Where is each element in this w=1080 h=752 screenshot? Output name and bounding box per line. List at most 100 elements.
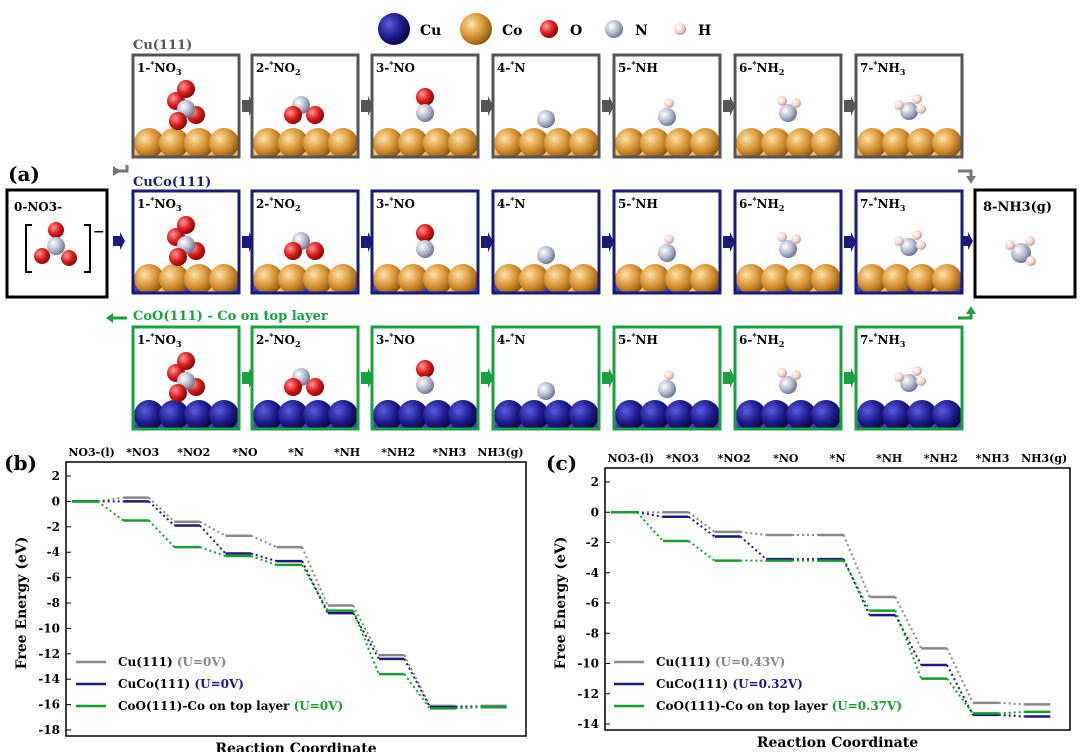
surface-atom bbox=[907, 128, 937, 157]
surface-atom bbox=[303, 400, 333, 429]
step-label: 2-*NO2 bbox=[256, 59, 301, 77]
step-prefix: 1- bbox=[137, 197, 150, 211]
subscript: 3 bbox=[176, 203, 182, 213]
o-atom bbox=[169, 248, 187, 266]
surface-atom bbox=[494, 264, 524, 293]
surface-atom bbox=[134, 128, 164, 157]
slab-group bbox=[614, 98, 720, 157]
surface-atom bbox=[811, 264, 841, 293]
species: NH bbox=[636, 197, 658, 211]
step-label: 1-*NO3 bbox=[137, 195, 182, 213]
slab-group bbox=[372, 224, 478, 293]
slab-group bbox=[252, 368, 358, 429]
surface-atom bbox=[932, 400, 962, 429]
bracket-left bbox=[25, 224, 32, 273]
step-arrow bbox=[361, 232, 373, 252]
n-atom bbox=[658, 108, 676, 126]
surface-atom bbox=[665, 400, 695, 429]
slab-group bbox=[856, 366, 962, 429]
h-atom bbox=[664, 234, 674, 244]
step-arrow bbox=[361, 96, 373, 116]
category-label: *NO3 bbox=[666, 452, 699, 465]
surface-atom bbox=[761, 264, 791, 293]
legend-name: CoO(111)-Co on top layer bbox=[118, 699, 294, 713]
legend-h-label: H bbox=[698, 23, 711, 39]
legend-cu-label: Cu bbox=[420, 23, 441, 39]
step-label: 7-*NH3 bbox=[860, 195, 906, 213]
arrow-head bbox=[113, 166, 121, 176]
category-label: *N bbox=[288, 446, 304, 459]
n-atom bbox=[537, 246, 555, 264]
step-label: 4-*N bbox=[497, 59, 526, 75]
y-tick-label: -2 bbox=[47, 520, 60, 534]
surface-atom bbox=[423, 128, 453, 157]
step-box-6: 6-*NH2 bbox=[733, 53, 843, 159]
step-box-2: 2-*NO2 bbox=[250, 325, 360, 431]
series-2 bbox=[611, 511, 1051, 715]
radical-star: * bbox=[752, 195, 757, 205]
connector bbox=[250, 552, 277, 563]
surface-atom bbox=[184, 264, 214, 293]
arrow-cu-to-end bbox=[958, 169, 973, 178]
atom-legend: Cu Co O N H bbox=[378, 13, 711, 45]
category-label: *NO bbox=[232, 446, 258, 459]
step-prefix: 6- bbox=[739, 61, 752, 75]
step-label: 7-*NH3 bbox=[860, 59, 906, 77]
legend-entry: CoO(111)-Co on top layer (U=0.37V) bbox=[656, 699, 902, 713]
surface-atom bbox=[159, 128, 189, 157]
o-atom bbox=[34, 248, 50, 264]
step-prefix: 5- bbox=[618, 197, 631, 211]
step-prefix: 7- bbox=[860, 61, 873, 75]
h-atom bbox=[791, 234, 801, 244]
cu-atom-icon bbox=[378, 13, 410, 45]
species: NH bbox=[636, 61, 658, 75]
surface-atom bbox=[857, 128, 887, 157]
category-label: NO3-(l) bbox=[68, 446, 114, 459]
step-arrow bbox=[602, 96, 614, 116]
step-arrow bbox=[481, 96, 493, 116]
slab-group bbox=[735, 368, 841, 429]
surface-atom bbox=[544, 264, 574, 293]
slab-group bbox=[614, 234, 720, 293]
o-atom bbox=[284, 106, 302, 124]
connector bbox=[97, 500, 124, 522]
slab-group bbox=[252, 96, 358, 157]
connector bbox=[250, 534, 277, 549]
arrow-head bbox=[106, 313, 113, 323]
x-axis-label: Reaction Coordinate bbox=[215, 741, 376, 752]
y-tick-label: 2 bbox=[591, 475, 599, 489]
y-tick-label: -6 bbox=[47, 571, 60, 585]
step-arrow bbox=[723, 368, 735, 388]
step-arrow bbox=[361, 368, 373, 388]
connector bbox=[352, 610, 380, 675]
connector bbox=[199, 520, 226, 537]
legend-potential: (U=0V) bbox=[177, 655, 227, 669]
panel-a-label: (a) bbox=[8, 162, 40, 186]
step-box-1: 1-*NO3 bbox=[131, 53, 241, 159]
surface-atom bbox=[278, 128, 308, 157]
step-arrow bbox=[723, 96, 735, 116]
surface-atom bbox=[932, 128, 962, 157]
y-axis-label: Free Energy (eV) bbox=[553, 537, 569, 670]
category-label: *NH bbox=[334, 446, 360, 459]
n-atom bbox=[779, 104, 797, 122]
connector bbox=[455, 706, 482, 710]
n-atom bbox=[900, 374, 918, 392]
step-label: 7-*NH3 bbox=[860, 331, 906, 349]
step-prefix: 6- bbox=[739, 197, 752, 211]
row-title-cuco: CuCo(111) bbox=[133, 175, 211, 190]
radical-star: * bbox=[150, 195, 155, 205]
y-tick-label: 0 bbox=[52, 494, 60, 508]
o-atom bbox=[61, 250, 77, 266]
step-box-7: 7-*NH3 bbox=[854, 325, 964, 431]
h-atom bbox=[1026, 256, 1036, 266]
category-label: *NH bbox=[876, 452, 902, 465]
o-atom bbox=[177, 352, 195, 370]
step-label: 5-*NH bbox=[618, 195, 658, 211]
surface-atom bbox=[209, 264, 239, 293]
n-atom bbox=[416, 240, 434, 258]
category-label: *NO bbox=[773, 452, 799, 465]
y-tick-label: -4 bbox=[586, 566, 599, 580]
y-tick-label: 2 bbox=[52, 469, 60, 483]
step-prefix: 6- bbox=[739, 333, 752, 347]
